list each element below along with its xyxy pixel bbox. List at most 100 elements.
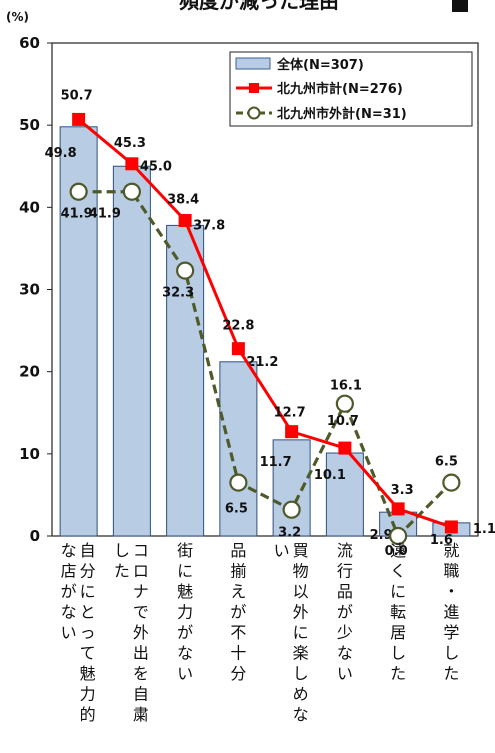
bar-value-label: 45.0: [140, 159, 172, 174]
x-category-char: し: [293, 664, 309, 683]
line-outside-value-label: 32.3: [162, 286, 194, 301]
line-outside-value-label: 3.2: [278, 526, 301, 541]
bar-series: [59, 126, 471, 537]
bar-value-label: 49.8: [45, 146, 77, 161]
x-category-char: 力: [177, 603, 193, 622]
x-category-char: な: [61, 541, 77, 560]
legend-label-inside: 北九州市計(N=276): [277, 81, 403, 97]
x-category-char: が: [230, 603, 246, 622]
x-category-char: 自: [133, 685, 149, 704]
x-category-char: ロ: [133, 562, 149, 581]
x-category-char: 職: [443, 562, 459, 581]
y-tick-label: 20: [19, 363, 40, 381]
x-category-char: し: [443, 644, 459, 663]
x-category-char: 街: [177, 541, 193, 560]
line-outside-value-label: 41.9: [61, 207, 93, 222]
x-category-char: え: [230, 582, 246, 601]
line-inside-path: [77, 118, 452, 529]
line-inside-value-label: 3.3: [391, 483, 414, 498]
line-outside-value-label: 6.5: [225, 502, 248, 517]
line-inside-value-label: 38.4: [167, 192, 199, 207]
x-category-char: ・: [443, 582, 459, 601]
bar-value-label: 2.9: [370, 528, 393, 543]
legend-marker-inside: [249, 83, 259, 93]
x-category-char: た: [443, 664, 459, 683]
x-category-char: に: [293, 623, 309, 642]
x-category-char: 品: [230, 541, 246, 560]
line-series-inside: [72, 112, 458, 534]
x-category-char: っ: [80, 623, 96, 642]
line-inside-marker: [338, 441, 352, 455]
line-inside-value-label: 10.7: [327, 414, 359, 429]
x-category-char: 分: [80, 562, 96, 581]
bar-value-label: 11.7: [260, 455, 292, 470]
x-category-char: 学: [443, 623, 459, 642]
title-marker: [452, 0, 468, 12]
x-category-char: 魅: [177, 582, 193, 601]
x-category-char: い: [337, 664, 353, 683]
line-inside-marker: [125, 157, 139, 171]
line-outside-value-label: 0.0: [385, 544, 408, 559]
bar: [112, 165, 151, 537]
bar: [325, 452, 364, 537]
legend-swatch-bar: [235, 57, 271, 70]
x-category-char: い: [61, 623, 77, 642]
x-category-char: 自: [80, 541, 96, 560]
x-category-char: 外: [293, 603, 309, 622]
x-category-char: 品: [337, 582, 353, 601]
legend-label-total: 全体(N=307): [276, 57, 364, 73]
line-inside-value-label: 22.8: [222, 319, 254, 334]
y-tick-label: 30: [19, 281, 40, 299]
x-category-char: 居: [390, 623, 406, 642]
y-tick-label: 60: [19, 34, 40, 52]
x-category-char: 的: [80, 705, 96, 724]
x-category-char: 遠: [390, 541, 406, 560]
line-inside-marker: [444, 520, 458, 534]
x-category-char: 粛: [133, 705, 149, 724]
x-category-char: な: [61, 603, 77, 622]
line-inside-value-label: 45.3: [114, 136, 146, 151]
x-category-char: 外: [133, 623, 149, 642]
x-category-char: い: [274, 541, 290, 560]
bar-value-label: 10.1: [314, 468, 346, 483]
bar-value-label: 21.2: [246, 355, 278, 370]
x-category-char: く: [390, 562, 406, 581]
x-category-char: が: [61, 582, 77, 601]
x-category-char: 揃: [230, 562, 246, 581]
x-category-char: 行: [337, 562, 353, 581]
line-outside-value-label: 16.1: [330, 379, 362, 394]
line-outside-marker: [69, 182, 88, 201]
line-outside-value-label: 6.5: [435, 455, 458, 470]
line-outside-value-label: 41.9: [89, 207, 121, 222]
x-category-char: 分: [230, 664, 246, 683]
line-data-labels: 50.7 45.3 38.4 22.8 12.7 10.7 3.3 1.1 41.941.9 32…: [61, 88, 495, 559]
bar-data-labels: 49.8 45.0 37.8 21.2 11.7 10.1 2.9 1.6: [45, 146, 453, 548]
line-outside-path: [78, 190, 453, 539]
x-category-char: が: [337, 603, 353, 622]
x-category-char: 流: [337, 541, 353, 560]
x-category-char: に: [177, 562, 193, 581]
x-category-char: 楽: [293, 644, 309, 663]
line-inside-value-label: 50.7: [61, 88, 93, 103]
line-outside-marker: [335, 394, 354, 413]
line-outside-marker: [176, 261, 195, 280]
bar: [219, 361, 258, 537]
x-category-char: な: [293, 705, 309, 724]
y-tick-label: 10: [19, 445, 40, 463]
legend-label-outside: 北九州市外計(N=31): [277, 106, 407, 122]
x-category-char: を: [133, 664, 149, 683]
y-tick-label: 0: [30, 527, 40, 545]
y-tick-label: 40: [19, 198, 40, 216]
line-inside-value-label: 1.1: [473, 522, 495, 537]
line-inside-marker: [391, 502, 405, 516]
x-category-char: に: [390, 582, 406, 601]
x-category-char: 少: [337, 623, 353, 642]
chart-title: 頻度が減った理由: [179, 0, 339, 13]
line-inside-value-label: 12.7: [274, 406, 306, 421]
